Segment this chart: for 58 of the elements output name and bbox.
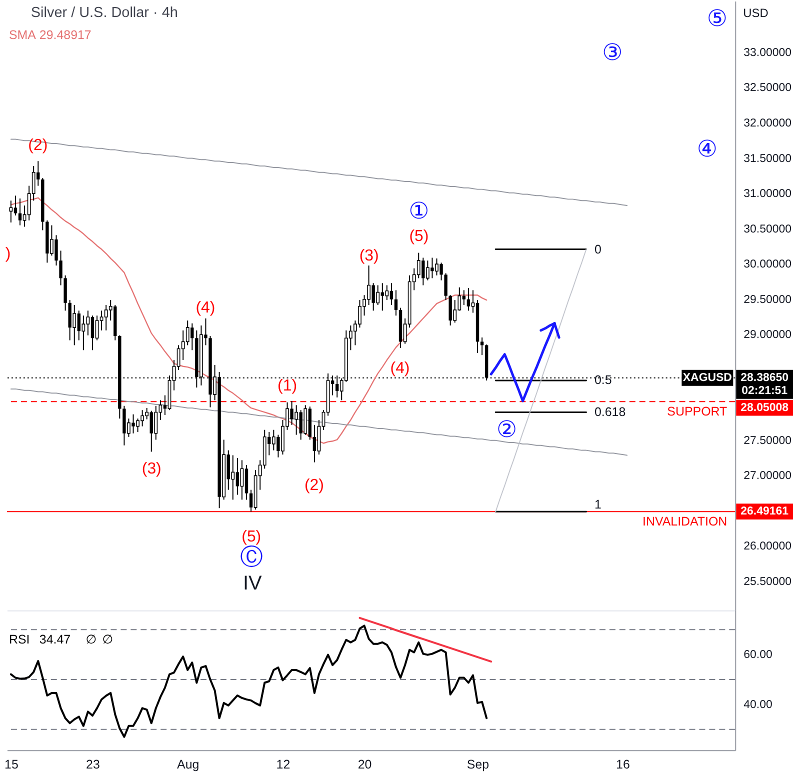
annotation: ∅ xyxy=(102,631,114,646)
y-tick-label: 25.50000 xyxy=(744,576,792,588)
annotation: 34.47 xyxy=(39,632,71,646)
x-tick-label: 23 xyxy=(86,758,100,772)
y-tick-label: 29.00000 xyxy=(744,329,792,342)
annotation: ④ xyxy=(696,136,718,163)
text: SMA xyxy=(8,28,37,42)
series-label: RSI xyxy=(8,632,30,646)
x-tick-label: 15 xyxy=(4,758,18,772)
y-tick-label: 30.50000 xyxy=(744,223,792,236)
annotation: 0.5 xyxy=(594,373,612,388)
ref-line-label: XAGUSD xyxy=(682,372,732,384)
y-tick-label: 31.00000 xyxy=(744,188,792,200)
chart-title: Silver / U.S. Dollar · 4h xyxy=(30,4,178,21)
annotation: Ⓒ xyxy=(240,544,263,571)
text: 26.49161 xyxy=(740,506,790,518)
annotation: ② xyxy=(496,416,518,443)
annotation: ① xyxy=(408,198,430,224)
annotation: (3) xyxy=(359,248,379,265)
x-tick-label: 20 xyxy=(358,758,372,772)
annotation: (4) xyxy=(390,360,410,377)
y-tick-label: 30.00000 xyxy=(744,258,792,271)
text: 28.05008 xyxy=(740,402,790,414)
annotation: 0.618 xyxy=(594,404,626,419)
y-tick-label: 32.00000 xyxy=(744,117,792,130)
annotation: (1) xyxy=(278,377,298,394)
annotation: (2) xyxy=(304,477,324,494)
ref-line-label: SUPPORT xyxy=(667,404,728,419)
y-tick-label: 26.00000 xyxy=(744,540,792,553)
annotation: ③ xyxy=(602,40,623,66)
y-tick-label: 40.00 xyxy=(744,698,772,711)
annotation: (2) xyxy=(28,137,48,154)
y-tick-label: 27.50000 xyxy=(744,434,792,447)
annotation: (4) xyxy=(196,299,216,316)
text: 02:21:51 xyxy=(742,384,788,397)
annotation: ) xyxy=(5,245,11,262)
y-tick-label: 60.00 xyxy=(744,649,772,662)
x-tick-label: 16 xyxy=(616,758,630,772)
annotation: (5) xyxy=(242,528,262,546)
annotation: (5) xyxy=(409,228,429,245)
annotation: ∅ xyxy=(86,631,97,646)
annotation: IV xyxy=(242,572,262,594)
annotation: ⑤ xyxy=(706,6,728,32)
annotation: 29.48917 xyxy=(39,28,92,42)
annotation: 0 xyxy=(594,242,602,256)
y-tick-label: 27.00000 xyxy=(744,470,792,482)
y-tick-label: 32.50000 xyxy=(744,82,792,94)
annotation: (3) xyxy=(142,460,162,478)
ref-line-label: INVALIDATION xyxy=(642,514,728,529)
y-tick-label: 31.50000 xyxy=(744,152,792,165)
x-tick-label: Sep xyxy=(466,758,490,772)
x-tick-label: Aug xyxy=(177,758,200,772)
y-tick-label: 29.50000 xyxy=(744,294,792,306)
x-tick-label: 12 xyxy=(276,758,290,772)
text: USD xyxy=(743,6,769,20)
annotation: 1 xyxy=(594,498,602,512)
y-tick-label: 33.00000 xyxy=(744,46,792,59)
text: 28.38650 xyxy=(740,372,788,384)
